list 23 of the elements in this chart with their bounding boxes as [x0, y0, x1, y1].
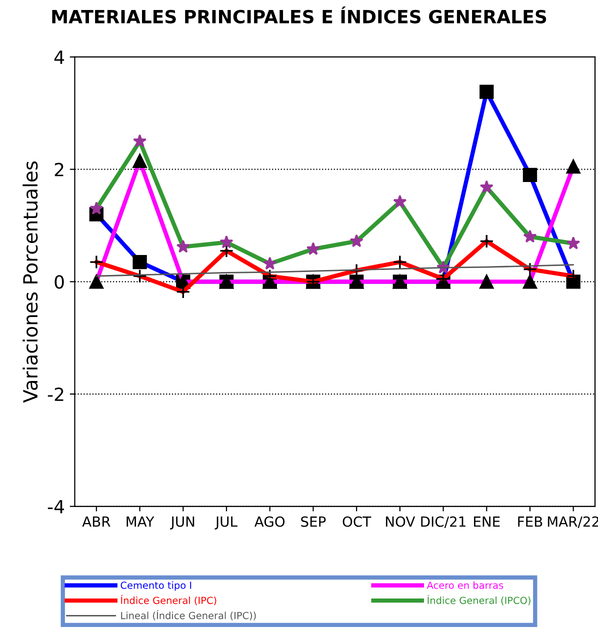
x-tick-label: ABR	[82, 516, 110, 527]
y-tick-label: -2	[48, 388, 64, 401]
text: Cemento tipo I	[120, 581, 192, 591]
x-tick-label: DIC/21	[421, 516, 466, 528]
chart-title: MATERIALES PRINCIPALES E ÍNDICES GENERALES	[52, 6, 546, 24]
text: Lineal (Índice General (IPC))	[121, 610, 256, 620]
text: Acero en barras	[426, 581, 504, 589]
x-tick-label: JUL	[214, 516, 238, 530]
x-tick-label: FEB	[518, 516, 542, 527]
x-tick-label: MAY	[126, 516, 154, 527]
y-tick-label: -4	[48, 500, 64, 514]
x-tick-label: AGO	[254, 516, 285, 527]
x-tick-label: SEP	[301, 516, 326, 527]
text: Índice General (IPC)	[120, 594, 216, 606]
x-tick-label: JUN	[170, 516, 194, 530]
x-tick-label: ENE	[474, 516, 500, 527]
x-tick-label: OCT	[342, 516, 372, 527]
text: Índice General (IPCO)	[428, 594, 530, 606]
y-tick-label: 2	[54, 162, 64, 176]
y-tick-label: 0	[54, 275, 64, 289]
x-tick-label: NOV	[386, 516, 416, 527]
y-tick-label: 4	[54, 50, 64, 64]
y-axis-title: Variaciones Porcentuales	[22, 161, 38, 403]
